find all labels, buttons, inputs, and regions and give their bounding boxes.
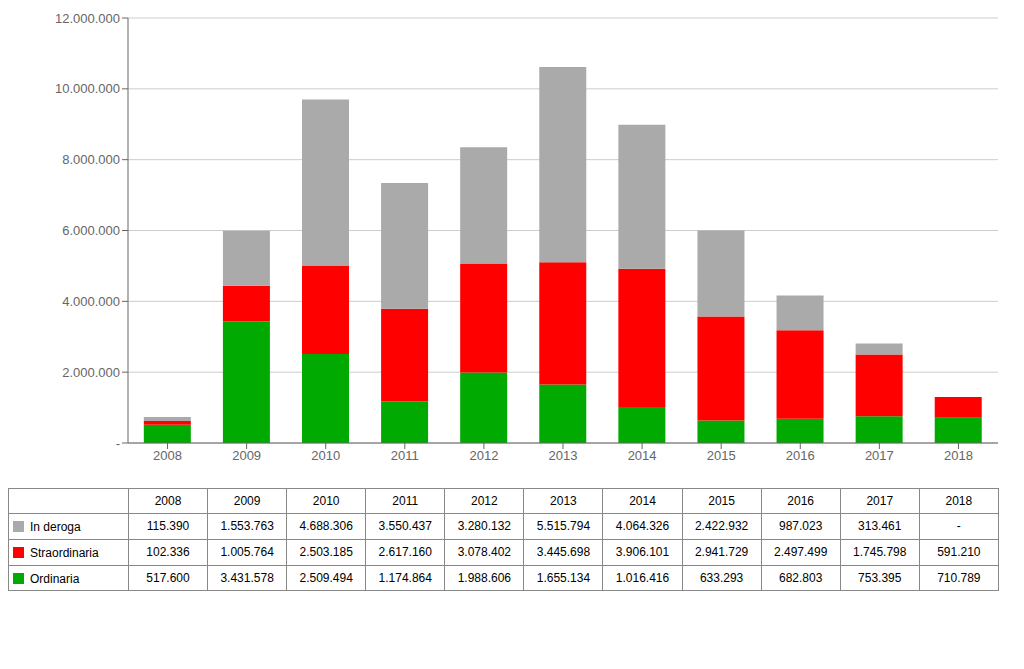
svg-text:6.000.000: 6.000.000 [62,223,120,238]
svg-text:2009: 2009 [232,448,261,463]
html-text:3.445.698: 3.445.698 [536,545,591,560]
svg-text:2015: 2015 [707,448,736,463]
html-text:2018: 2018 [945,494,973,508]
html-text:In deroga: In deroga [30,519,81,534]
html-text:2.941.729: 2.941.729 [694,545,749,560]
svg-text:2011: 2011 [391,448,419,463]
svg-text:2013: 2013 [549,448,578,463]
svg-text:2016: 2016 [786,448,815,463]
svg-text:2012: 2012 [469,448,498,463]
html-text:591.210: 591.210 [937,545,981,560]
svg-text:12.000.000: 12.000.000 [55,11,120,26]
svg-text:2008: 2008 [153,448,182,463]
html-text:3.280.132: 3.280.132 [457,519,511,534]
html-text:2008: 2008 [154,494,182,508]
html-text:1.553.763: 1.553.763 [220,519,274,534]
html-text:2009: 2009 [233,494,261,508]
html-text:313.461: 313.461 [858,519,902,534]
html-text:2.503.185: 2.503.185 [299,545,353,560]
html-text:2010: 2010 [312,494,340,508]
html-text:2.617.160: 2.617.160 [378,545,432,560]
html-text:2017: 2017 [866,494,894,508]
html-text:3.550.437: 3.550.437 [378,519,432,534]
html-text:2.509.494: 2.509.494 [299,571,353,586]
html-text:2013: 2013 [550,494,577,508]
html-text:710.789: 710.789 [937,571,981,586]
svg-text:2017: 2017 [865,448,894,463]
html-text:3.431.578: 3.431.578 [220,571,274,586]
html-text:3.078.402: 3.078.402 [457,545,511,560]
html-text:4.064.326: 4.064.326 [615,519,670,534]
svg-text:4.000.000: 4.000.000 [62,294,120,309]
html-text:682.803: 682.803 [779,571,823,586]
html-text:1.174.864: 1.174.864 [378,571,432,586]
html-text:2015: 2015 [708,494,735,508]
html-text:2012: 2012 [471,494,498,508]
svg-text:10.000.000: 10.000.000 [55,81,120,96]
html-text:753.395: 753.395 [858,571,902,586]
svg-text:2.000.000: 2.000.000 [62,365,120,380]
html-text:Straordinaria: Straordinaria [30,545,99,560]
html-text:987.023: 987.023 [779,519,823,534]
html-text:102.336: 102.336 [146,545,190,560]
svg-text:-: - [116,436,120,451]
html-text:2.497.499: 2.497.499 [774,545,828,560]
html-text:4.688.306: 4.688.306 [299,519,353,534]
svg-text:2014: 2014 [628,448,657,463]
html-text:1.016.416: 1.016.416 [615,571,670,586]
html-text:5.515.794: 5.515.794 [536,519,591,534]
html-text:2011: 2011 [392,494,419,508]
svg-text:8.000.000: 8.000.000 [62,152,120,167]
html-text:1.655.134: 1.655.134 [536,571,591,586]
html-text:Ordinaria: Ordinaria [30,571,80,586]
html-text:1.005.764: 1.005.764 [220,545,274,560]
html-text:1.745.798: 1.745.798 [853,545,907,560]
html-text:1.988.606: 1.988.606 [457,571,511,586]
svg-text:2018: 2018 [944,448,973,463]
html-text:2014: 2014 [629,494,656,508]
html-text:2.422.932: 2.422.932 [694,519,749,534]
html-text:3.906.101: 3.906.101 [615,545,670,560]
html-text:517.600: 517.600 [146,571,190,586]
html-text:115.390: 115.390 [146,519,190,534]
html-text:2016: 2016 [787,494,814,508]
svg-text:2010: 2010 [311,448,340,463]
html-text:633.293: 633.293 [699,571,744,586]
